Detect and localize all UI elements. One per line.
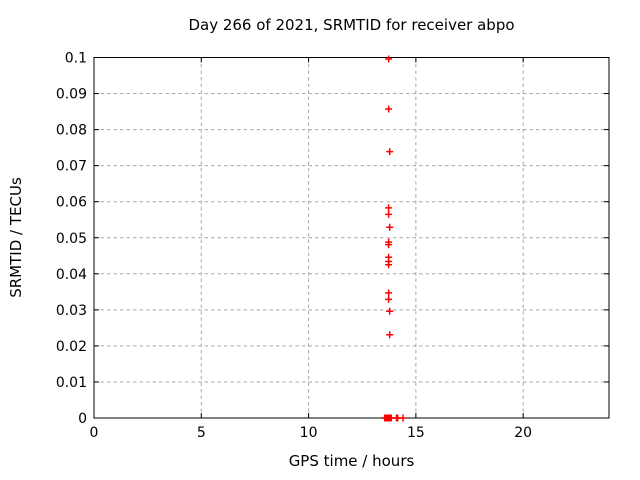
x-axis-label: GPS time / hours xyxy=(289,452,415,470)
x-tick-label: 15 xyxy=(407,425,425,441)
data-point-marker xyxy=(385,210,393,218)
x-tick-label: 5 xyxy=(197,425,206,441)
data-points xyxy=(381,55,407,422)
x-tick-label: 10 xyxy=(300,425,318,441)
data-point-marker xyxy=(385,289,393,297)
y-tick-label: 0.05 xyxy=(56,231,87,247)
data-point-marker xyxy=(385,295,393,303)
data-point-marker xyxy=(399,414,407,422)
gridlines xyxy=(94,57,609,418)
data-point-marker xyxy=(386,331,394,339)
y-axis-label: SRMTID / TECUs xyxy=(7,177,25,298)
data-point-marker xyxy=(386,223,394,231)
data-point-marker xyxy=(385,261,393,269)
data-point-marker xyxy=(386,148,394,156)
y-tick-label: 0.01 xyxy=(56,375,87,391)
y-tick-label: 0.02 xyxy=(56,339,87,355)
y-tick-label: 0.08 xyxy=(56,123,87,139)
y-tick-label: 0.06 xyxy=(56,195,87,211)
y-tick-label: 0.07 xyxy=(56,159,87,175)
x-tick-label: 20 xyxy=(514,425,532,441)
data-point-marker xyxy=(386,307,394,315)
data-point-marker xyxy=(385,241,393,249)
x-tick-label: 0 xyxy=(90,425,99,441)
tick-labels: 0 5 10 15 20 0 0.01 0.02 0.03 0.04 0.05 0.06 0.07 0.0… xyxy=(56,51,532,442)
data-point-marker xyxy=(385,55,393,63)
y-tick-label: 0.1 xyxy=(65,51,87,67)
data-point-marker xyxy=(385,105,393,113)
y-tick-label: 0.03 xyxy=(56,303,87,319)
axis-ticks xyxy=(93,57,609,419)
y-tick-label: 0 xyxy=(78,411,87,427)
chart-title: Day 266 of 2021, SRMTID for receiver abp… xyxy=(188,16,514,34)
data-point-marker xyxy=(385,204,393,212)
y-tick-label: 0.09 xyxy=(56,87,87,103)
y-tick-label: 0.04 xyxy=(56,267,87,283)
